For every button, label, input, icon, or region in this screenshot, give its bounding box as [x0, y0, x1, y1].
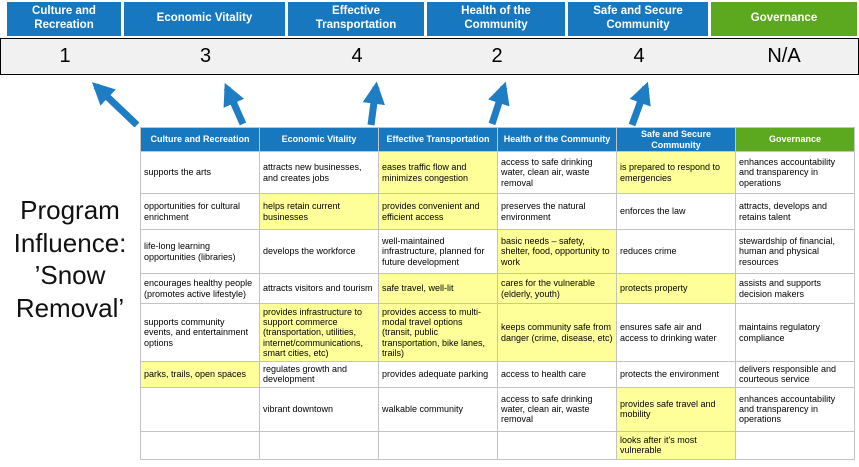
matrix-cell: walkable community	[378, 386, 498, 432]
matrix-cell: encourages healthy people (promotes acti…	[140, 273, 260, 304]
matrix-cell: is prepared to respond to emergencies	[616, 151, 736, 194]
score-governance: N/A	[767, 45, 801, 67]
matrix-cell: enhances accountability and transparency…	[735, 386, 855, 432]
pillar-header-culture-and-recreation: Culture and Recreation	[7, 2, 121, 36]
matrix-cell: access to safe drinking water, clean air…	[497, 386, 617, 432]
matrix-cell: supports community events, and entertain…	[140, 303, 260, 362]
matrix-cell: provides safe travel and mobility	[616, 386, 736, 432]
matrix-header-health-of-the-community: Health of the Community	[497, 127, 617, 152]
score-health-of-the-community: 2	[491, 45, 503, 67]
matrix-cell: reduces crime	[616, 229, 736, 274]
up-arrow-icon	[628, 81, 651, 127]
matrix-cell: safe travel, well-lit	[378, 273, 498, 304]
pillar-header-effective-transportation: Effective Transportation	[288, 2, 424, 36]
matrix-cell: well-maintained infrastructure, planned …	[378, 229, 498, 274]
matrix-header-culture-and-recreation: Culture and Recreation	[140, 127, 260, 152]
matrix-cell: parks, trails, open spaces	[140, 361, 260, 388]
program-title: Program Influence: ’Snow Removal’	[13, 195, 127, 323]
matrix-cell: supports the arts	[140, 151, 260, 194]
matrix-cell: opportunities for cultural enrichment	[140, 193, 260, 230]
matrix-row: looks after it's most vulnerable	[140, 430, 855, 460]
matrix-cell: helps retain current businesses	[259, 193, 379, 230]
pillar-header-safe-and-secure-community: Safe and Secure Community	[568, 2, 708, 36]
matrix-cell: access to health care	[497, 361, 617, 388]
matrix-cell: basic needs – safety, shelter, food, opp…	[497, 229, 617, 274]
score-arrows	[91, 81, 651, 127]
matrix-cell: delivers responsible and courteous servi…	[735, 361, 855, 388]
matrix-cell: preserves the natural environment	[497, 193, 617, 230]
matrix-cell: keeps community safe from danger (crime,…	[497, 303, 617, 362]
matrix-cell: attracts visitors and tourism	[259, 273, 379, 304]
matrix-cell: protects property	[616, 273, 736, 304]
matrix-row: supports community events, and entertain…	[140, 303, 855, 362]
matrix-cell	[378, 430, 498, 460]
matrix-cell: looks after it's most vulnerable	[616, 430, 736, 460]
matrix-cell: develops the workforce	[259, 229, 379, 274]
score-effective-transportation: 4	[351, 45, 363, 67]
score-safe-and-secure-community: 4	[633, 45, 645, 67]
matrix-row: opportunities for cultural enrichment hel…	[140, 193, 855, 230]
matrix-cell: vibrant downtown	[259, 386, 379, 432]
pillar-header-row: Culture and Recreation Economic Vitality…	[0, 2, 859, 36]
matrix-row: vibrant downtown walkable community access…	[140, 386, 855, 432]
matrix-header-effective-transportation: Effective Transportation	[378, 127, 498, 152]
matrix-cell: provides convenient and efficient access	[378, 193, 498, 230]
matrix-cell: ensures safe air and access to drinking …	[616, 303, 736, 362]
main-area: Program Influence: ’Snow Removal’ Cultur…	[0, 127, 859, 460]
table-pane: Culture and Recreation Economic Vitality E…	[140, 127, 859, 460]
matrix-cell: protects the environment	[616, 361, 736, 388]
matrix-cell: enforces the law	[616, 193, 736, 230]
pillar-header-economic-vitality: Economic Vitality	[124, 2, 285, 36]
influence-matrix: Culture and Recreation Economic Vitality E…	[140, 127, 855, 460]
left-pane: Program Influence: ’Snow Removal’	[0, 127, 140, 460]
matrix-cell	[140, 430, 260, 460]
matrix-cell	[497, 430, 617, 460]
matrix-cell: attracts new businesses, and creates job…	[259, 151, 379, 194]
matrix-header-row: Culture and Recreation Economic Vitality E…	[140, 127, 855, 152]
matrix-cell: attracts, develops and retains talent	[735, 193, 855, 230]
matrix-cell: access to safe drinking water, clean air…	[497, 151, 617, 194]
matrix-cell	[259, 430, 379, 460]
up-arrow-icon	[223, 82, 247, 126]
matrix-cell: maintains regulatory compliance	[735, 303, 855, 362]
pillar-header-health-of-the-community: Health of the Community	[427, 2, 565, 36]
score-row: 1 3 4 2 4 N/A	[0, 38, 859, 75]
matrix-cell: cares for the vulnerable (elderly, youth…	[497, 273, 617, 304]
matrix-cell	[735, 430, 855, 460]
matrix-header-governance: Governance	[735, 127, 855, 152]
matrix-row: encourages healthy people (promotes acti…	[140, 273, 855, 304]
score-culture-and-recreation: 1	[59, 45, 71, 67]
matrix-row: parks, trails, open spaces regulates grow…	[140, 361, 855, 388]
matrix-row: life-long learning opportunities (librar…	[140, 229, 855, 274]
matrix-cell: assists and supports decision makers	[735, 273, 855, 304]
up-arrow-icon	[91, 82, 140, 127]
matrix-cell: provides access to multi-modal travel op…	[378, 303, 498, 362]
matrix-cell: stewardship of financial, human and phys…	[735, 229, 855, 274]
matrix-row: supports the arts attracts new businesses…	[140, 151, 855, 194]
matrix-header-safe-and-secure-community: Safe and Secure Community	[616, 127, 736, 152]
matrix-cell	[140, 386, 260, 432]
matrix-cell: enhances accountability and transparency…	[735, 151, 855, 194]
matrix-cell: regulates growth and development	[259, 361, 379, 388]
score-economic-vitality: 3	[199, 45, 212, 67]
matrix-header-economic-vitality: Economic Vitality	[259, 127, 379, 152]
matrix-cell: eases traffic flow and minimizes congest…	[378, 151, 498, 194]
pillar-header-governance: Governance	[711, 2, 857, 36]
up-arrow-icon	[488, 81, 510, 126]
matrix-cell: life-long learning opportunities (librar…	[140, 229, 260, 274]
matrix-cell: provides infrastructure to support comme…	[259, 303, 379, 362]
up-arrow-icon	[362, 81, 385, 126]
matrix-cell: provides adequate parking	[378, 361, 498, 388]
